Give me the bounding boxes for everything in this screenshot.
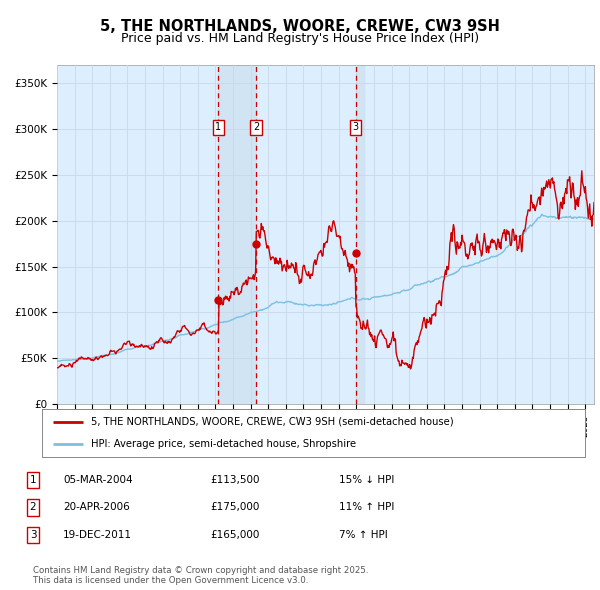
Text: HPI: Average price, semi-detached house, Shropshire: HPI: Average price, semi-detached house,… — [91, 439, 356, 449]
Text: 7% ↑ HPI: 7% ↑ HPI — [339, 530, 388, 540]
Text: 05-MAR-2004: 05-MAR-2004 — [63, 475, 133, 484]
Text: 3: 3 — [29, 530, 37, 540]
Text: 3: 3 — [353, 122, 359, 132]
Text: 11% ↑ HPI: 11% ↑ HPI — [339, 503, 394, 512]
Text: 2: 2 — [253, 122, 259, 132]
Text: 1: 1 — [215, 122, 221, 132]
Text: £175,000: £175,000 — [210, 503, 259, 512]
Text: 5, THE NORTHLANDS, WOORE, CREWE, CW3 9SH (semi-detached house): 5, THE NORTHLANDS, WOORE, CREWE, CW3 9SH… — [91, 417, 454, 427]
Text: Contains HM Land Registry data © Crown copyright and database right 2025.
This d: Contains HM Land Registry data © Crown c… — [33, 566, 368, 585]
Text: £113,500: £113,500 — [210, 475, 260, 484]
Bar — [218, 65, 256, 404]
Text: 1: 1 — [29, 475, 37, 484]
Text: 20-APR-2006: 20-APR-2006 — [63, 503, 130, 512]
Text: Price paid vs. HM Land Registry's House Price Index (HPI): Price paid vs. HM Land Registry's House … — [121, 32, 479, 45]
Text: 15% ↓ HPI: 15% ↓ HPI — [339, 475, 394, 484]
Bar — [356, 65, 364, 404]
Text: 5, THE NORTHLANDS, WOORE, CREWE, CW3 9SH: 5, THE NORTHLANDS, WOORE, CREWE, CW3 9SH — [100, 19, 500, 34]
Text: £165,000: £165,000 — [210, 530, 259, 540]
Text: 2: 2 — [29, 503, 37, 512]
Text: 19-DEC-2011: 19-DEC-2011 — [63, 530, 132, 540]
